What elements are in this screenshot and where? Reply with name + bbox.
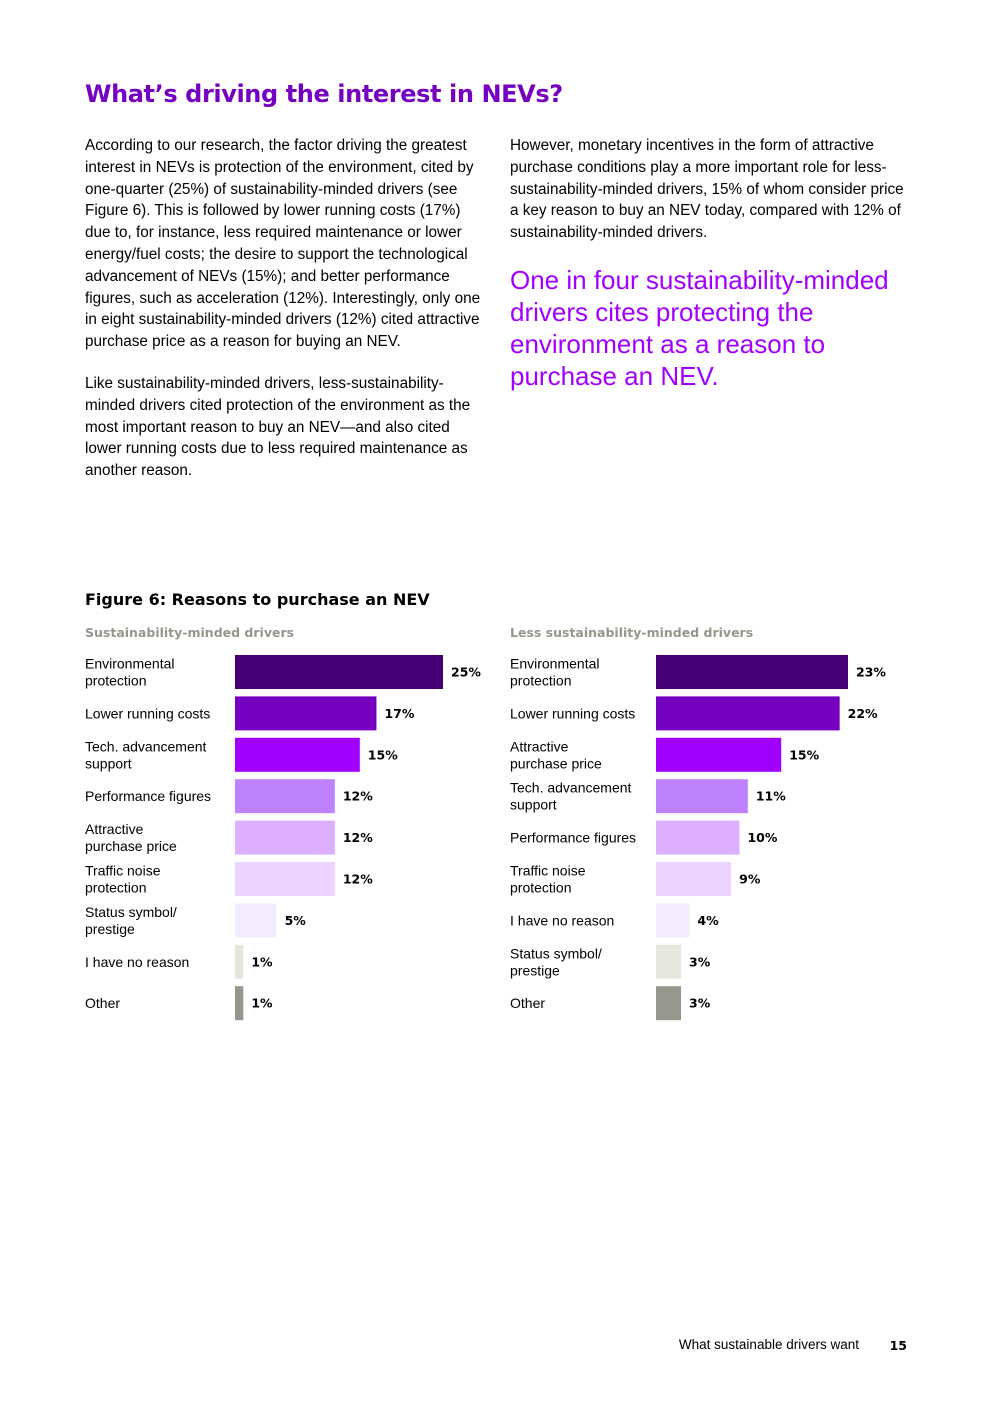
value-label: 12% — [343, 830, 373, 845]
bar — [656, 862, 732, 896]
value-label: 22% — [848, 706, 878, 721]
bar — [235, 944, 244, 979]
bar-row-traffic-noise-protection: Traffic noise protection 9% — [510, 862, 761, 896]
category-label: Lower running costs — [510, 705, 635, 721]
value-label: 11% — [756, 789, 786, 804]
bar-row-status-symbol-prestige: Status symbol/prestige 5% — [85, 903, 307, 938]
bar-row-i-have-no-reason: I have no reason 4% — [510, 903, 719, 938]
bar — [656, 903, 690, 938]
bar-chart-less-sustainability-minded: Environmental protection 23% Lower running … — [510, 655, 886, 1021]
category-label: Status symbol/prestige — [85, 904, 177, 937]
bar — [656, 944, 682, 979]
value-label: 25% — [451, 665, 481, 680]
category-label: Environmental protection — [510, 656, 600, 689]
value-label: 1% — [251, 954, 273, 969]
category-label: Traffic noise protection — [85, 863, 161, 896]
bar-row-attractive-purchase-price: Attractive purchase price 15% — [510, 737, 820, 772]
bar-row-status-symbol-prestige: Status symbol/prestige 3% — [510, 944, 711, 979]
chart-subtitle-sustainability-minded: Sustainability-minded drivers — [85, 625, 295, 640]
bar — [656, 655, 848, 689]
value-label: 17% — [384, 706, 414, 721]
bar-row-tech-advancement-support: Tech. advancement support 11% — [510, 779, 786, 814]
category-label: Status symbol/prestige — [510, 945, 602, 978]
bar — [656, 986, 682, 1021]
figure-title: Figure 6: Reasons to purchase an NEV — [85, 590, 430, 609]
bar — [235, 696, 377, 731]
category-label: Attractive purchase price — [85, 821, 177, 854]
value-label: 1% — [251, 996, 273, 1011]
category-label: I have no reason — [85, 954, 189, 970]
bar — [235, 655, 443, 689]
value-label: 12% — [343, 872, 373, 887]
bar-row-performance-figures: Performance figures 10% — [510, 820, 778, 855]
page-heading: What’s driving the interest in NEVs? — [85, 80, 563, 108]
bar — [235, 779, 335, 814]
value-label: 5% — [285, 913, 307, 928]
bar — [235, 737, 360, 772]
bar — [235, 820, 335, 855]
category-label: Attractive purchase price — [510, 738, 602, 771]
category-label: I have no reason — [510, 912, 614, 928]
body-paragraph-3: However, monetary incentives in the form… — [510, 137, 904, 242]
body-paragraph-2: Like sustainability-minded drivers, less… — [85, 374, 471, 480]
bar — [656, 779, 748, 814]
chart-subtitle-less-sustainability-minded: Less sustainability-minded drivers — [510, 625, 754, 640]
category-label: Traffic noise protection — [510, 863, 586, 896]
pull-quote: One in four sustainability-minded driver… — [510, 264, 889, 391]
bar — [656, 696, 840, 731]
value-label: 15% — [368, 747, 398, 762]
category-label: Other — [85, 995, 120, 1011]
footer-title: What sustainable drivers want — [678, 1337, 859, 1352]
category-label: Lower running costs — [85, 705, 210, 721]
bar-row-other: Other 1% — [85, 986, 273, 1021]
body-column-left: According to our research, the factor dr… — [85, 135, 487, 502]
value-label: 15% — [789, 747, 819, 762]
bar-row-environmental-protection: Environmental protection 25% — [85, 655, 481, 689]
category-label: Other — [510, 995, 545, 1011]
bar-row-tech-advancement-support: Tech. advancement support 15% — [85, 737, 398, 772]
bar — [235, 903, 277, 938]
bar — [235, 986, 244, 1021]
bar-row-lower-running-costs: Lower running costs 17% — [85, 696, 415, 731]
bar — [656, 820, 740, 855]
page-number: 15 — [889, 1338, 907, 1353]
category-label: Tech. advancement support — [510, 780, 632, 813]
value-label: 23% — [856, 665, 886, 680]
bar-row-attractive-purchase-price: Attractive purchase price 12% — [85, 820, 373, 855]
bar-row-environmental-protection: Environmental protection 23% — [510, 655, 886, 689]
value-label: 4% — [697, 913, 719, 928]
bar-row-performance-figures: Performance figures 12% — [85, 779, 373, 814]
category-label: Performance figures — [510, 830, 636, 846]
category-label: Environmental protection — [85, 656, 175, 689]
bar-chart-sustainability-minded: Environmental protection 25% Lower running … — [85, 655, 481, 1021]
category-label: Tech. advancement support — [85, 738, 207, 771]
body-column-right: However, monetary incentives in the form… — [510, 135, 910, 392]
value-label: 3% — [689, 996, 711, 1011]
bar-row-traffic-noise-protection: Traffic noise protection 12% — [85, 862, 373, 896]
bar — [235, 862, 335, 896]
bar-row-i-have-no-reason: I have no reason 1% — [85, 944, 273, 979]
bar — [656, 737, 782, 772]
category-label: Performance figures — [85, 788, 211, 804]
value-label: 12% — [343, 789, 373, 804]
value-label: 10% — [747, 830, 777, 845]
value-label: 3% — [689, 954, 711, 969]
body-paragraph-1: According to our research, the factor dr… — [85, 137, 481, 351]
value-label: 9% — [739, 872, 761, 887]
bar-row-lower-running-costs: Lower running costs 22% — [510, 696, 878, 731]
bar-row-other: Other 3% — [510, 986, 711, 1021]
